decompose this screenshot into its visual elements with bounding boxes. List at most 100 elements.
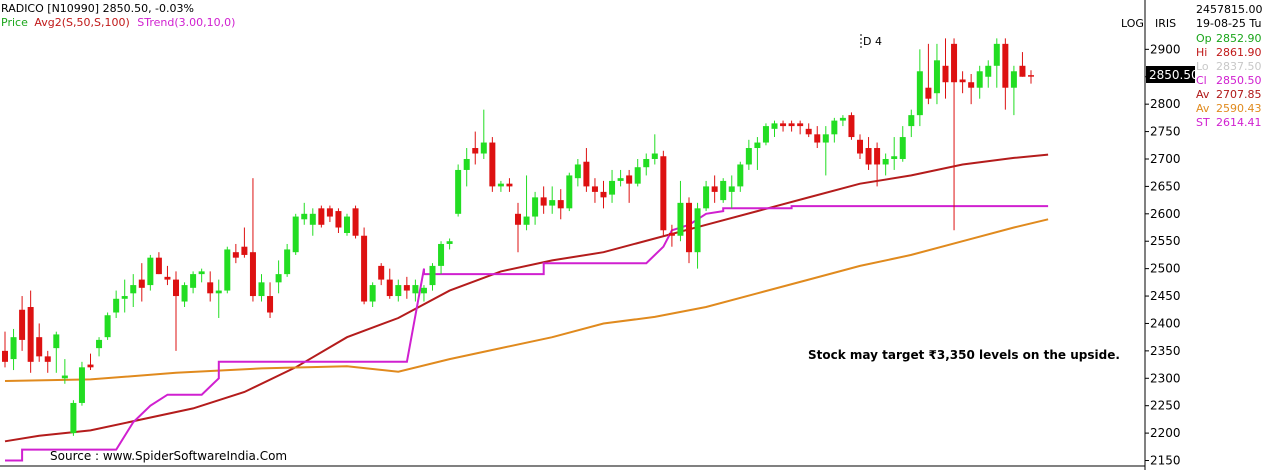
candle-body [942,65,949,83]
log-toggle[interactable]: LOG [1121,17,1144,30]
y-tick-label: 2600 [1150,207,1181,221]
candle [797,120,804,135]
candle-body [515,213,521,225]
candle [848,112,855,140]
candle-body [805,128,812,135]
candle [814,126,821,149]
candle-body [275,274,282,283]
y-tick-label: 2700 [1150,152,1181,166]
info-open-label: Op [1196,32,1212,45]
candle-body [207,282,214,294]
candle [403,276,410,299]
candle-body [164,276,171,280]
candle-body [301,213,308,220]
iris-toggle[interactable]: IRIS [1155,17,1177,30]
info-avg100-label: Av [1196,102,1210,115]
candle [292,213,299,255]
candle-body [284,249,291,275]
y-tick-label: 2350 [1150,344,1181,358]
candle [1019,52,1026,77]
candle-body [874,148,881,165]
candle [720,178,727,203]
candle [44,350,51,373]
candle-body [2,350,8,362]
candle-body [951,43,958,83]
candle [429,263,436,291]
candle-body [916,71,923,116]
candle [2,331,8,368]
candle-body [87,364,94,368]
candle-body [378,265,385,280]
candle [549,186,556,214]
y-tick-label: 2200 [1150,426,1181,440]
indicator-legend: Price Avg2(S,50,S,100) STrend(3.00,10,0) [1,16,235,29]
candle-body [591,186,598,192]
candles [2,38,1034,436]
candle-body [489,142,496,187]
candle [463,148,470,187]
candle [61,359,68,384]
candle-body [10,337,17,360]
candle-body [839,117,846,121]
candle-body [138,279,145,288]
chart-header: RADICO [N10990] 2850.50, -0.03% [1,2,194,15]
info-high: Hi 2861.90 [1196,46,1262,59]
candle-body [814,134,821,143]
candle [378,263,385,286]
info-close: Cl 2850.50 [1196,74,1262,87]
candle-body [61,375,68,379]
candle [686,197,692,264]
y-tick-label: 2250 [1150,399,1181,413]
candle-body [232,252,239,258]
candle-body [694,208,701,253]
candle-body [181,285,188,302]
candle-body [532,197,539,217]
info-open: Op 2852.90 [1196,32,1262,45]
price-change: 2850.50, -0.03% [102,2,194,15]
candle-body [446,241,453,244]
candle-body [634,167,641,184]
candle [617,169,624,187]
candle [788,120,795,132]
candle [566,172,573,212]
candle [207,271,214,302]
indicator-line-1 [4,218,1049,382]
candle-body [403,285,410,291]
candle-body [771,123,778,129]
price-tag-box [1146,66,1195,83]
candle [908,109,915,138]
candle-body [96,339,103,349]
candle-body [1019,65,1026,77]
candle-body [822,134,829,143]
candle-body [44,356,51,362]
candle [643,153,650,176]
candle [267,282,274,318]
candle-body [574,164,581,179]
candle [412,279,419,302]
candle [258,274,265,302]
candle-body [318,208,325,225]
candle [668,224,675,247]
candle-body [865,148,872,165]
candle [591,178,598,203]
y-tick-label: 2900 [1150,42,1181,56]
candle-body [993,43,1000,66]
candle-body [857,139,863,154]
candle-body [566,175,573,209]
info-high-value: 2861.90 [1216,46,1262,59]
candle [694,202,701,269]
y-tick-label: 2800 [1150,97,1181,111]
candle-body [344,216,350,233]
candle-body [788,123,795,127]
candle-body [249,252,256,297]
candle-body [848,115,855,138]
candle [10,328,17,371]
candle-body [497,183,504,187]
candle [754,137,761,170]
candle-body [523,216,530,225]
candle-body [976,71,983,88]
candle-body [1002,43,1009,88]
info-avg50: Av 2707.85 [1196,88,1262,101]
candle-body [292,216,299,253]
candle [634,158,641,187]
